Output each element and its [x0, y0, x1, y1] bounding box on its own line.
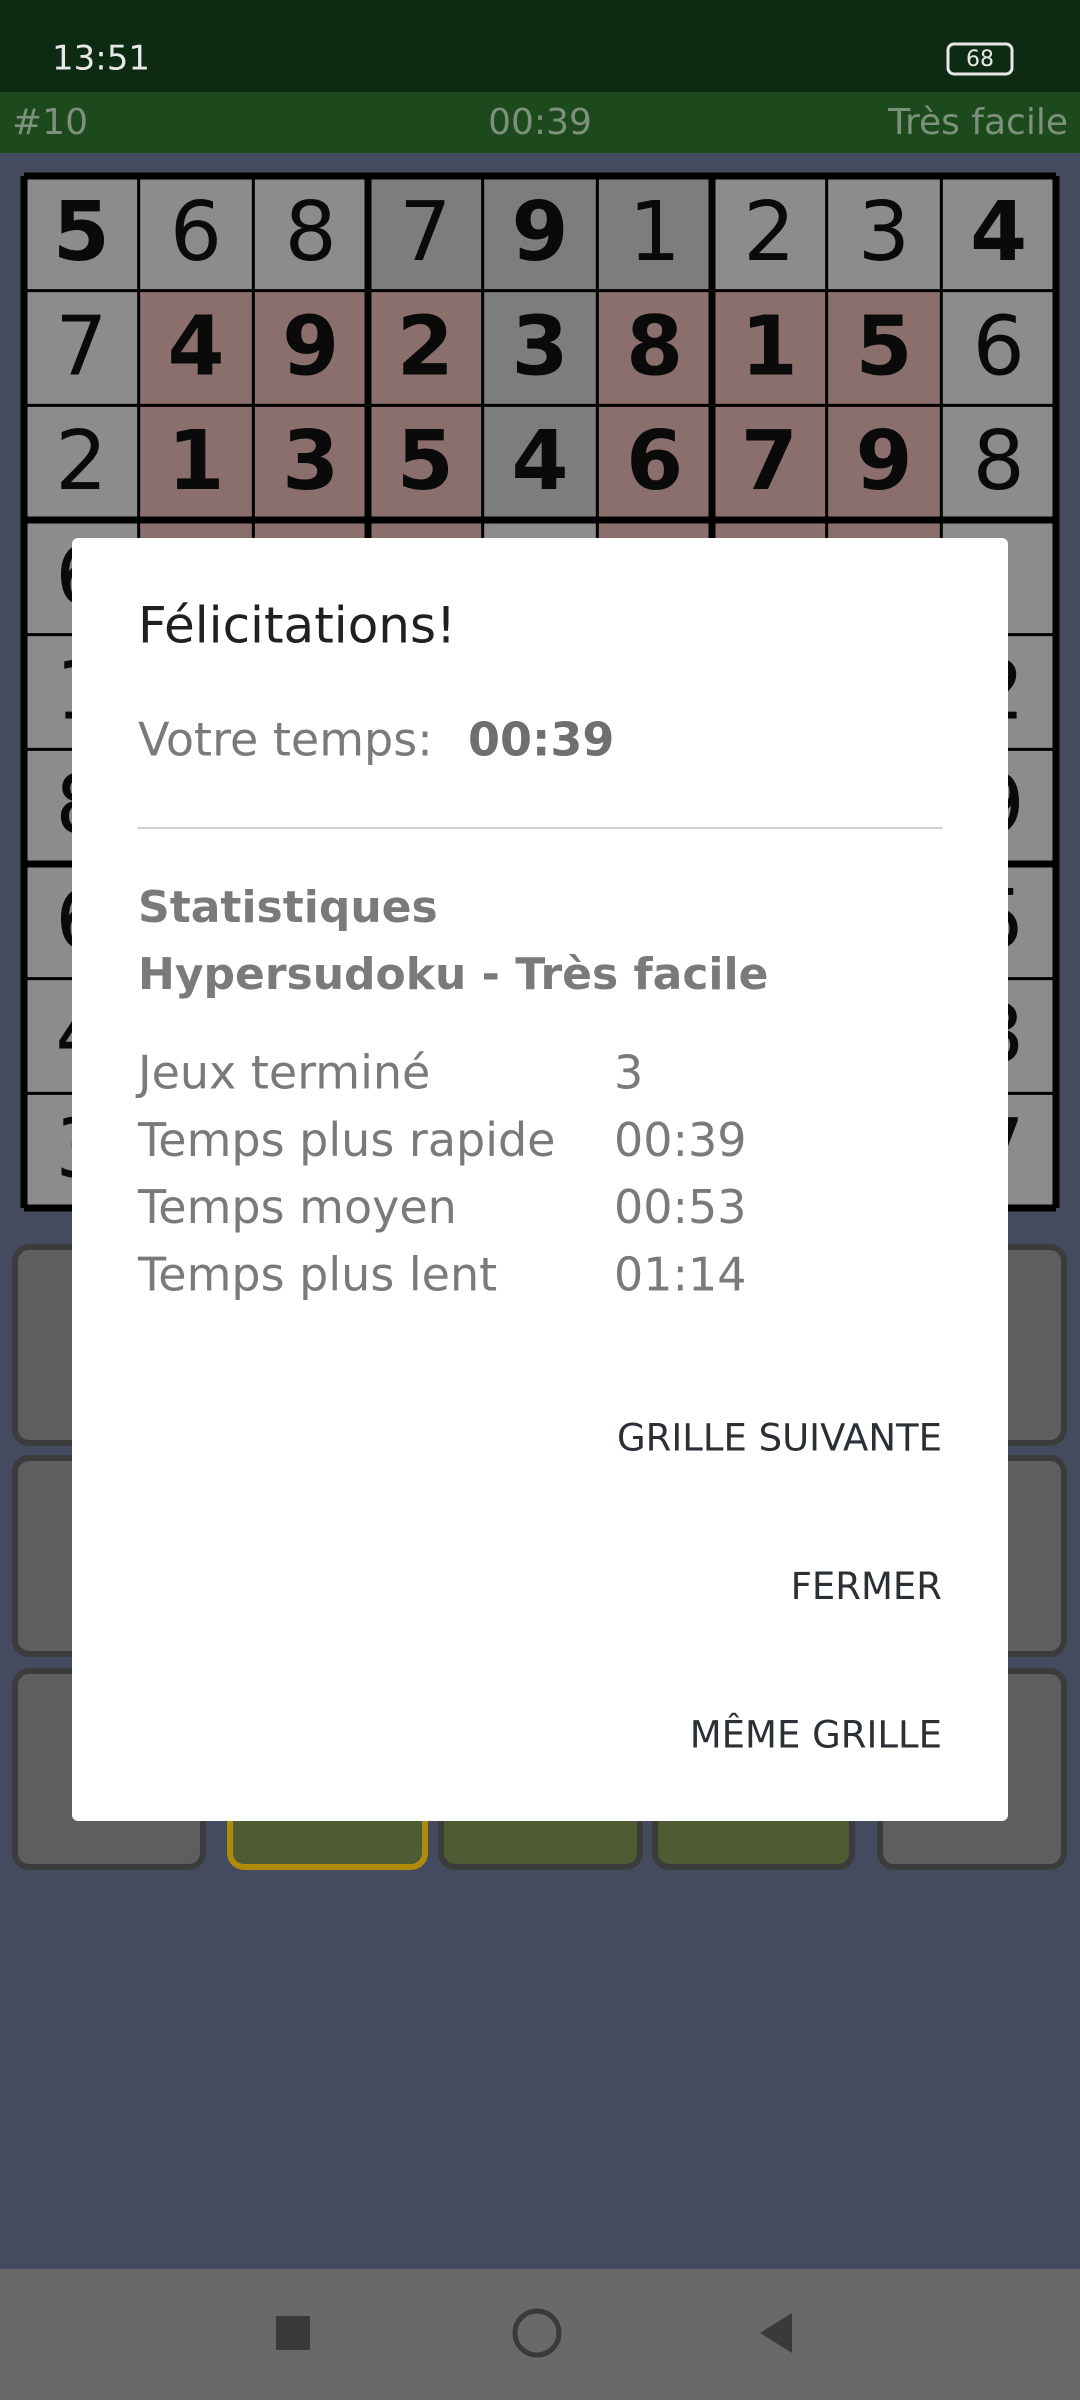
stat-label: Temps plus lent	[137, 1247, 497, 1301]
cell[interactable]	[368, 176, 483, 291]
cell[interactable]	[138, 176, 254, 291]
cell-digit: 1	[167, 414, 224, 509]
cell[interactable]	[941, 176, 1056, 291]
cell-digit: 5	[397, 414, 454, 509]
cell[interactable]	[712, 405, 827, 520]
cell[interactable]	[482, 290, 598, 406]
stat-label: Temps plus rapide	[137, 1113, 555, 1167]
cell[interactable]	[712, 290, 827, 406]
cell[interactable]	[712, 176, 827, 291]
cell-digit: 4	[511, 414, 568, 509]
cell[interactable]	[482, 176, 598, 291]
cell-digit: 8	[973, 414, 1025, 509]
cell[interactable]	[597, 405, 712, 520]
header-bar	[0, 92, 1080, 153]
cell-digit: 2	[397, 299, 454, 394]
dialog-button[interactable]: MÊME GRILLE	[690, 1713, 942, 1757]
recents-button[interactable]	[276, 2316, 310, 2350]
timer: 00:39	[488, 102, 592, 143]
dialog-button[interactable]: FERMER	[791, 1565, 942, 1608]
back-button[interactable]	[760, 2313, 792, 2353]
cell-digit: 2	[743, 185, 795, 280]
cell-digit: 3	[858, 185, 910, 280]
battery-level: 68	[966, 47, 994, 72]
cell[interactable]	[24, 405, 139, 520]
cell-digit: 4	[167, 299, 224, 394]
dialog: Félicitations! Votre temps: 00:39 Statis…	[72, 538, 1008, 1821]
stats-heading: Statistiques	[138, 882, 438, 933]
cell[interactable]	[826, 290, 942, 406]
cell-digit: 7	[399, 185, 451, 280]
cell[interactable]	[368, 290, 483, 406]
cell[interactable]	[253, 405, 368, 520]
cell-digit: 3	[511, 299, 568, 394]
cell-digit: 6	[626, 414, 683, 509]
cell-digit: 6	[170, 185, 222, 280]
cell[interactable]	[482, 405, 598, 520]
clock: 13:51	[52, 39, 150, 79]
time-value: 00:39	[468, 713, 614, 767]
stat-value: 3	[614, 1046, 643, 1100]
stat-label: Jeux terminé	[135, 1046, 430, 1100]
cell-digit: 7	[55, 299, 107, 394]
cell-digit: 5	[53, 185, 110, 280]
cell-digit: 9	[511, 185, 568, 280]
cell[interactable]	[368, 405, 483, 520]
cell-digit: 5	[855, 299, 912, 394]
cell-digit: 8	[626, 299, 683, 394]
cell[interactable]	[253, 176, 368, 291]
battery-icon	[946, 42, 1014, 76]
cell[interactable]	[597, 176, 712, 291]
cell-digit: 2	[55, 414, 107, 509]
cell-digit: 1	[741, 299, 798, 394]
stat-value: 00:53	[614, 1180, 747, 1234]
cell-digit: 7	[741, 414, 798, 509]
cell-digit: 6	[973, 299, 1025, 394]
status-bar	[0, 0, 1080, 92]
cell[interactable]	[138, 290, 254, 406]
cell[interactable]	[253, 290, 368, 406]
dialog-panel	[72, 538, 1008, 1821]
cell[interactable]	[138, 405, 254, 520]
puzzle-number: #10	[12, 102, 88, 143]
stats-subtitle: Hypersudoku - Très facile	[138, 949, 768, 1000]
cell[interactable]	[24, 290, 139, 406]
dialog-button[interactable]: GRILLE SUIVANTE	[617, 1417, 942, 1460]
stat-value: 01:14	[614, 1247, 747, 1301]
cell[interactable]	[826, 405, 942, 520]
cell[interactable]	[24, 176, 139, 291]
cell-digit: 8	[285, 185, 337, 280]
stat-value: 00:39	[614, 1113, 747, 1167]
nav-bar	[0, 2269, 1080, 2400]
cell-digit: 1	[629, 185, 681, 280]
cell-digit: 9	[282, 299, 339, 394]
cell[interactable]	[941, 290, 1056, 406]
cell-digit: 9	[855, 414, 912, 509]
cell[interactable]	[597, 290, 712, 406]
cell-digit: 4	[970, 185, 1027, 280]
time-label: Votre temps:	[138, 713, 433, 767]
home-button[interactable]	[512, 2308, 562, 2358]
cell[interactable]	[941, 405, 1056, 520]
cell-digit: 3	[282, 414, 339, 509]
dialog-title: Félicitations!	[138, 597, 456, 655]
difficulty: Très facile	[887, 102, 1068, 143]
cell[interactable]	[826, 176, 942, 291]
stat-label: Temps moyen	[137, 1180, 457, 1234]
